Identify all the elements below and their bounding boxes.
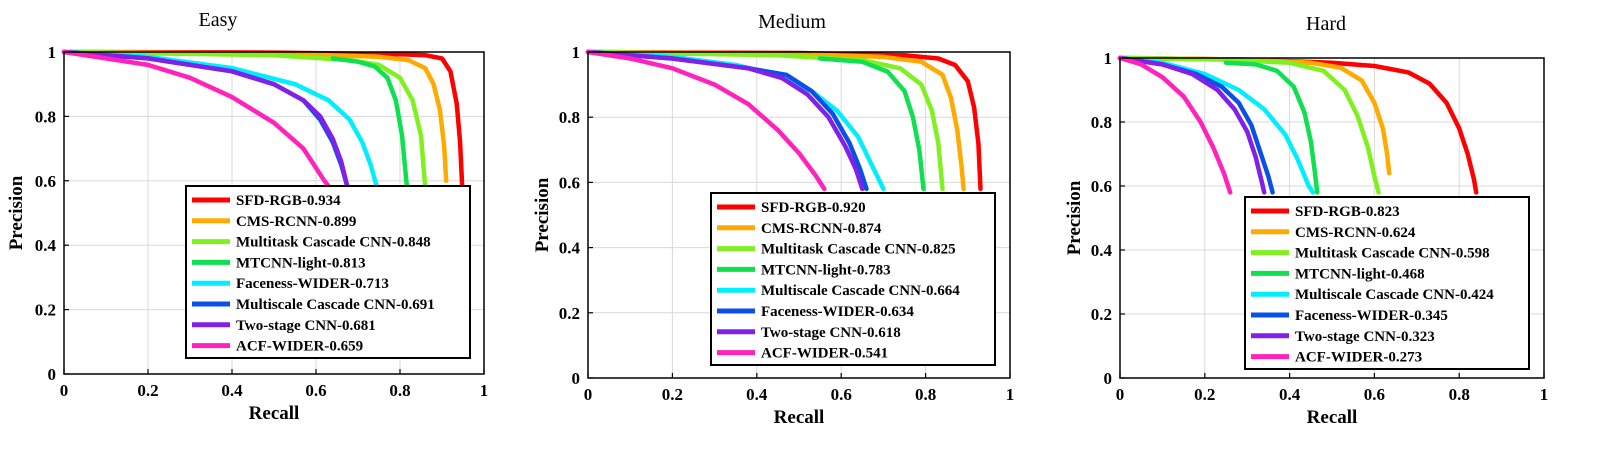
series-line: [1223, 60, 1320, 195]
legend-entry: MTCNN-light-0.468: [1295, 266, 1425, 282]
chart-title: Medium: [758, 11, 826, 33]
legend-box: [1244, 196, 1530, 370]
y-tick-label: 0: [1104, 369, 1113, 388]
y-tick-label: 0: [572, 369, 581, 388]
legend-box: [710, 192, 996, 366]
legend-entry: Multitask Cascade CNN-0.598: [1295, 246, 1490, 262]
series-line: [817, 56, 926, 192]
x-tick-label: 0.4: [746, 385, 768, 404]
series-line: [585, 49, 945, 192]
x-tick-label: 0.4: [221, 381, 243, 400]
legend: SFD-RGB-0.823 CMS-RCNN-0.624 Multitask Cas…: [1244, 196, 1530, 370]
y-tick-label: 1: [1104, 49, 1113, 68]
x-axis-label: Recall: [249, 403, 300, 424]
y-tick-label: 1: [48, 43, 57, 62]
x-tick-label: 0.2: [137, 381, 158, 400]
chart-easy: Easy 0 0.2 0.4 0.6 0.8 1 0 0.2 0.4 0.6 0.8 1 Recall Pr…: [6, 9, 488, 424]
y-tick-label: 0: [48, 365, 57, 384]
chart-title: Easy: [199, 9, 238, 31]
x-tick-label: 0.8: [1449, 385, 1470, 404]
series-line: [330, 56, 411, 200]
y-tick-label: 0.2: [1091, 305, 1112, 324]
axes-frame: [1119, 57, 1545, 379]
series-line: [61, 49, 340, 200]
series-line: [585, 49, 865, 192]
series-line: [585, 49, 827, 192]
legend-entry: CMS-RCNN-0.624: [1295, 225, 1416, 241]
series-line: [61, 49, 449, 184]
legend-entry: Two-stage CNN-0.681: [236, 318, 376, 334]
y-tick-label: 0.4: [559, 239, 581, 258]
x-tick-label: 0.8: [915, 385, 936, 404]
y-tick-label: 0.6: [559, 173, 580, 192]
legend-entry: Multiscale Cascade CNN-0.691: [236, 297, 435, 313]
y-axis-label: Precision: [1064, 180, 1085, 255]
legend: SFD-RGB-0.920 CMS-RCNN-0.874 Multitask Cas…: [710, 192, 996, 366]
series-line: [585, 49, 966, 192]
y-tick-label: 0.6: [35, 172, 56, 191]
y-tick-label: 0.2: [559, 304, 580, 323]
legend-entry: ACF-WIDER-0.541: [761, 346, 888, 362]
x-tick-label: 0.6: [831, 385, 852, 404]
y-tick-label: 0.8: [35, 107, 56, 126]
x-tick-label: 0.8: [389, 381, 410, 400]
y-tick-label: 1: [572, 43, 581, 62]
y-axis-label: Precision: [532, 177, 553, 252]
x-tick-label: 0.4: [1279, 385, 1301, 404]
legend-entry: Faceness-WIDER-0.713: [236, 276, 389, 292]
legend-box: [185, 185, 471, 359]
y-tick-label: 0.8: [1091, 113, 1112, 132]
x-tick-label: 1: [480, 381, 489, 400]
legend-entry: MTCNN-light-0.783: [761, 262, 891, 278]
x-axis-label: Recall: [1307, 407, 1358, 428]
legend-entry: Multiscale Cascade CNN-0.424: [1295, 287, 1494, 303]
legend-entry: Two-stage CNN-0.618: [761, 325, 901, 341]
chart-hard: Hard 0 0.2 0.4 0.6 0.8 1 0 0.2 0.4 0.6 0.8 1 Recall Pr…: [1064, 13, 1548, 428]
x-tick-label: 1: [1006, 385, 1015, 404]
x-tick-label: 0: [1116, 385, 1125, 404]
x-axis-label: Recall: [774, 407, 825, 428]
legend-entry: SFD-RGB-0.823: [1295, 204, 1400, 220]
axes-frame: [63, 51, 485, 375]
y-tick-label: 0.2: [35, 301, 56, 320]
legend: SFD-RGB-0.934 CMS-RCNN-0.899 Multitask Cas…: [185, 185, 471, 359]
chart-title: Hard: [1306, 13, 1346, 35]
legend-entry: SFD-RGB-0.920: [761, 200, 866, 216]
legend-entry: SFD-RGB-0.934: [236, 193, 341, 209]
x-tick-label: 1: [1540, 385, 1549, 404]
series-line: [61, 49, 350, 190]
legend-entry: Faceness-WIDER-0.345: [1295, 308, 1448, 324]
legend-entry: CMS-RCNN-0.874: [761, 221, 882, 237]
series-line: [1117, 55, 1381, 195]
x-tick-label: 0.6: [305, 381, 326, 400]
axes-frame: [587, 51, 1011, 379]
y-tick-label: 0.8: [559, 108, 580, 127]
legend-entry: ACF-WIDER-0.273: [1295, 350, 1422, 366]
legend-entry: Two-stage CNN-0.323: [1295, 329, 1435, 345]
legend-entry: Multiscale Cascade CNN-0.664: [761, 283, 960, 299]
x-tick-label: 0.6: [1364, 385, 1385, 404]
legend-entry: ACF-WIDER-0.659: [236, 339, 363, 355]
legend-entry: Faceness-WIDER-0.634: [761, 304, 914, 320]
legend-entry: CMS-RCNN-0.899: [236, 214, 356, 230]
x-tick-label: 0: [584, 385, 593, 404]
x-tick-label: 0.2: [1194, 385, 1215, 404]
legend-entry: Multitask Cascade CNN-0.825: [761, 242, 956, 258]
x-tick-label: 0.2: [662, 385, 683, 404]
legend-entry: Multitask Cascade CNN-0.848: [236, 235, 431, 251]
chart-medium: Medium 0 0.2 0.4 0.6 0.8 1 0 0.2 0.4 0.6 0.8 1 Recall…: [532, 11, 1014, 428]
y-tick-label: 0.4: [1091, 241, 1113, 260]
series-line: [1117, 55, 1267, 195]
series-line: [1117, 55, 1233, 195]
series-line: [61, 49, 428, 190]
y-axis-label: Precision: [6, 175, 27, 250]
legend-entry: MTCNN-light-0.813: [236, 255, 366, 271]
y-tick-label: 0.6: [1091, 177, 1112, 196]
y-tick-label: 0.4: [35, 236, 57, 255]
x-tick-label: 0: [60, 381, 69, 400]
